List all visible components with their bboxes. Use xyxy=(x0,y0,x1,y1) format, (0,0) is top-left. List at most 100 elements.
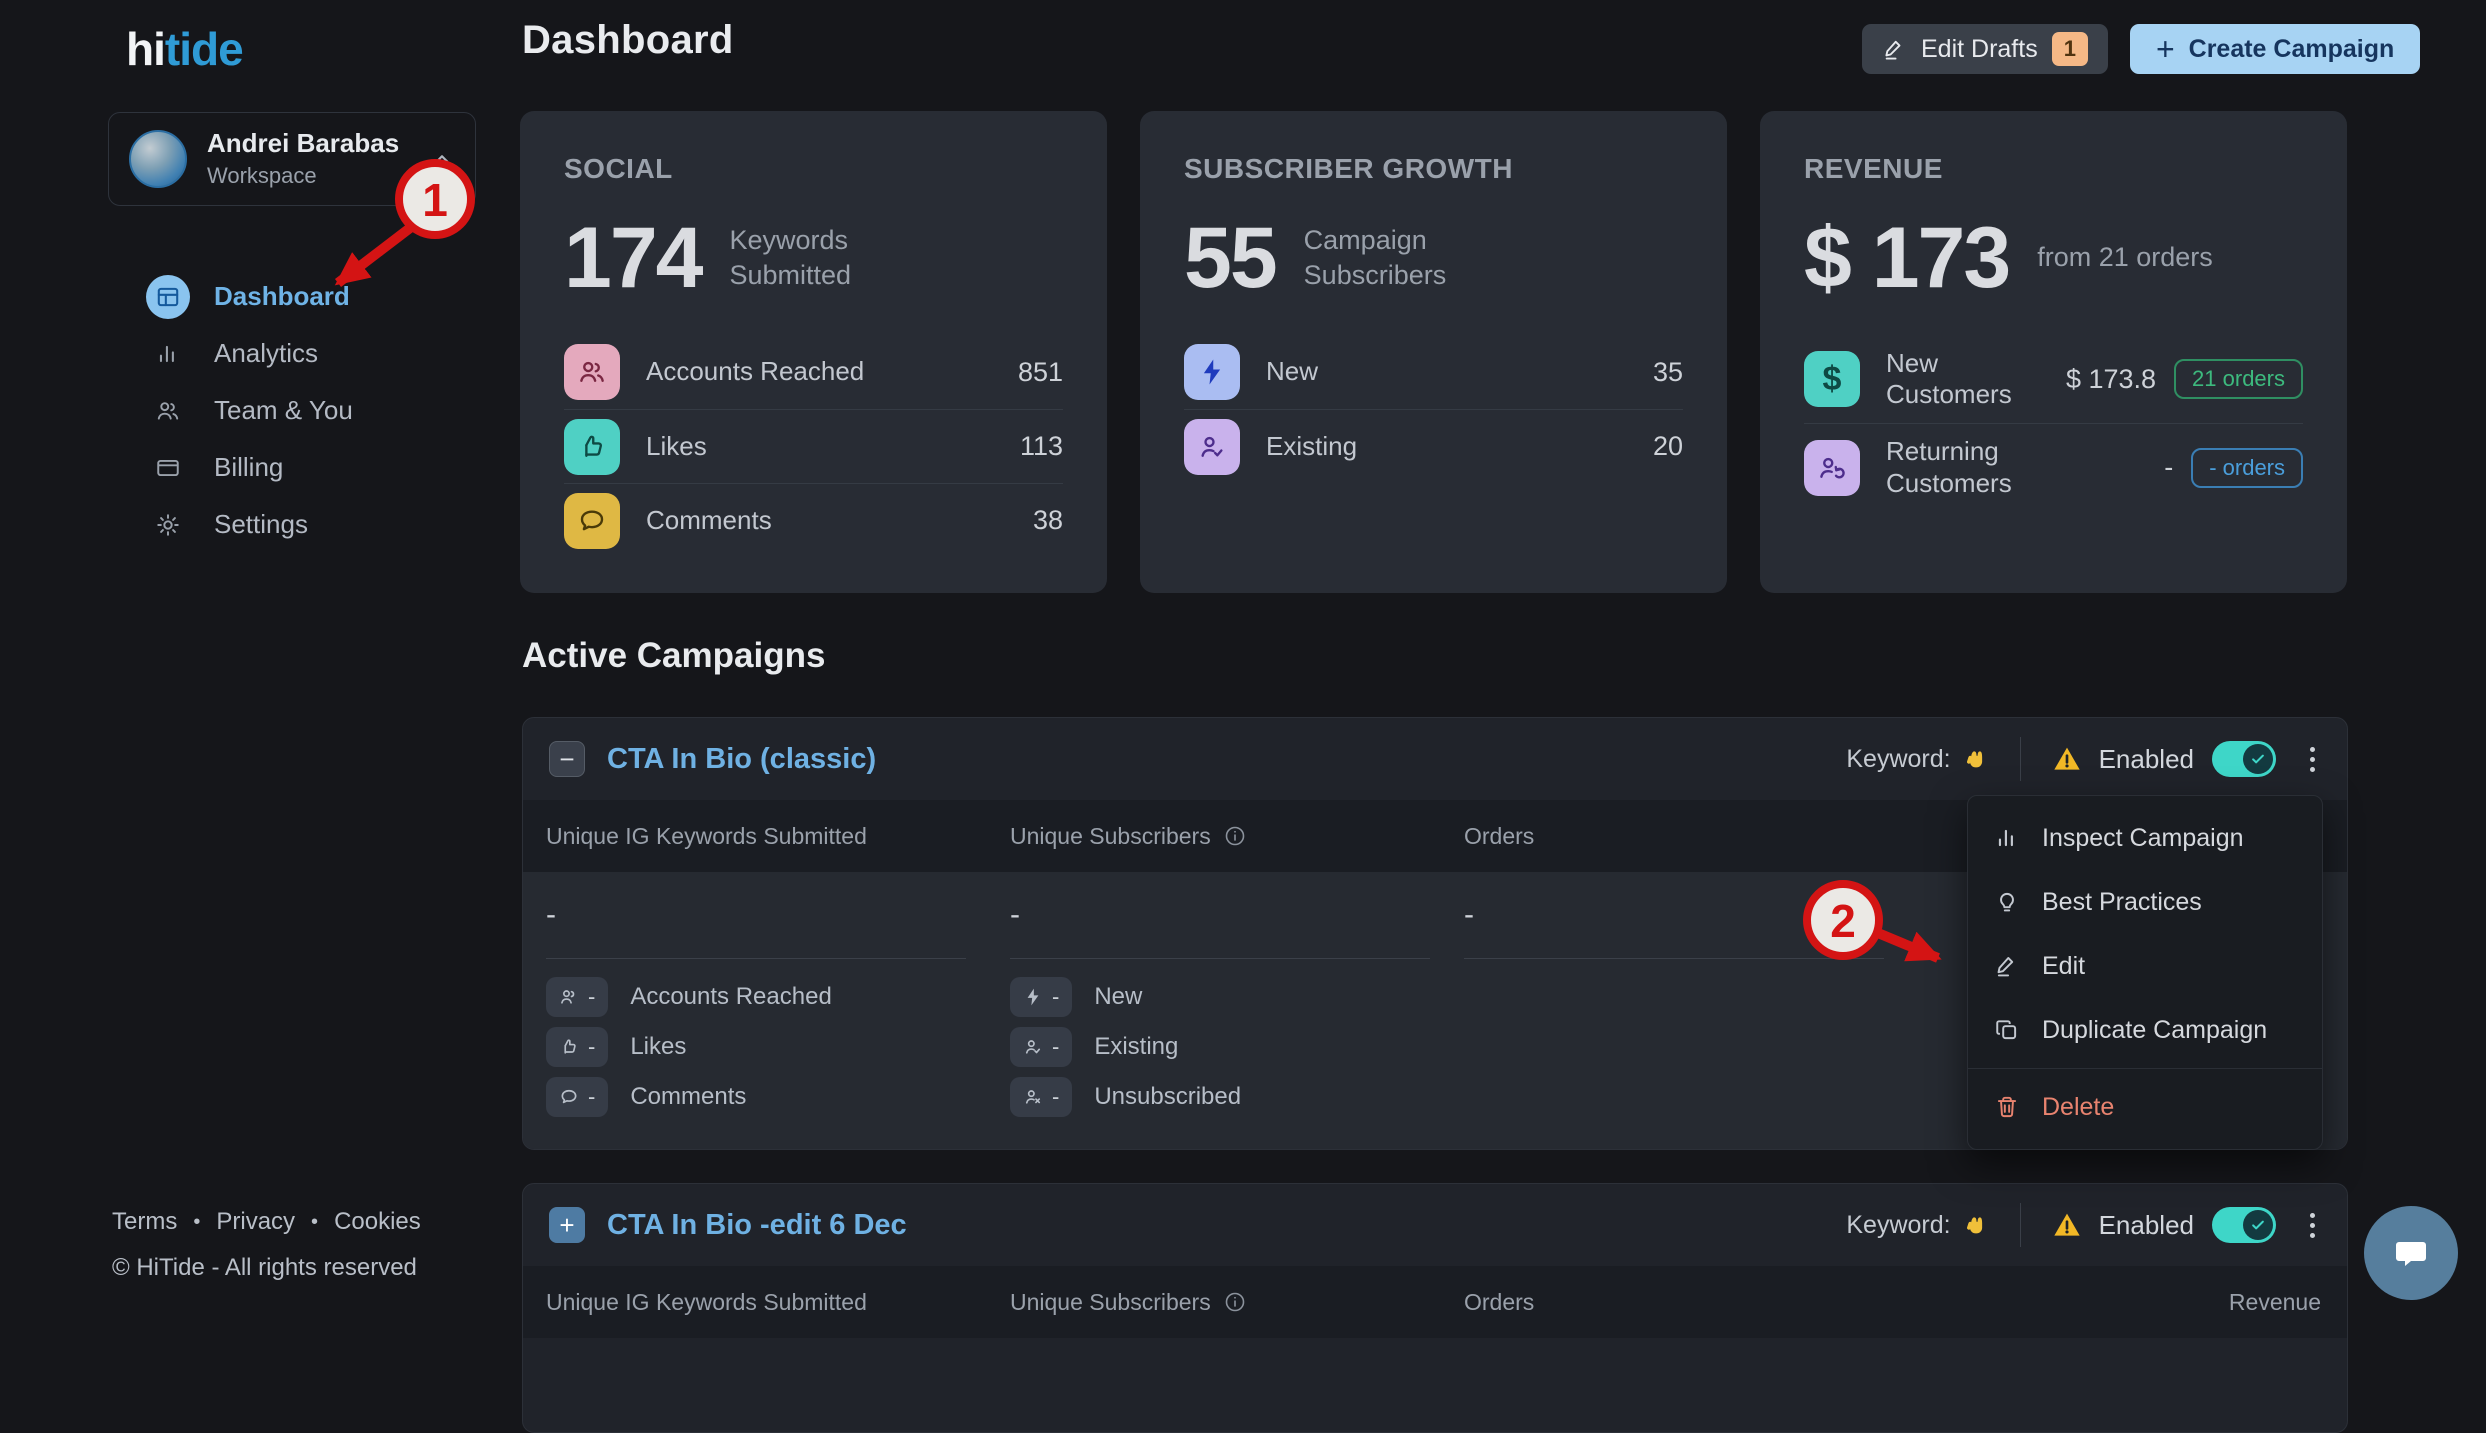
card-title: SUBSCRIBER GROWTH xyxy=(1184,153,1513,184)
edit-drafts-button[interactable]: Edit Drafts 1 xyxy=(1862,24,2108,74)
sidebar-item-label: Billing xyxy=(214,452,284,482)
footer-link-cookies[interactable]: Cookies xyxy=(334,1208,421,1235)
divider xyxy=(2019,737,2021,781)
chevron-up-icon xyxy=(429,146,455,172)
dollar-icon: $ xyxy=(1804,351,1860,407)
lightning-icon xyxy=(1184,344,1240,400)
sidebar-nav: Dashboard Analytics Team & You Billing S… xyxy=(146,268,476,553)
stat-value: 851 xyxy=(1017,356,1063,387)
stat-row-comments: Comments 38 xyxy=(564,483,1063,557)
person-check-icon xyxy=(1184,418,1240,475)
comment-icon xyxy=(559,1087,579,1107)
thumbs-up-icon xyxy=(559,1037,579,1057)
stat-row-accounts-reached: Accounts Reached 851 xyxy=(564,335,1063,409)
stat-row-likes: Likes 113 xyxy=(564,409,1063,483)
trash-icon xyxy=(1994,1094,2020,1120)
stat-label: Likes xyxy=(646,430,707,461)
workspace-switcher[interactable]: Andrei Barabas Workspace xyxy=(108,112,476,206)
stat-row-new-customers: $ New Customers $ 173.8 21 orders xyxy=(1804,335,2303,423)
sidebar-item-analytics[interactable]: Analytics xyxy=(146,325,476,382)
collapse-button[interactable]: − xyxy=(549,741,585,777)
enabled-label: Enabled xyxy=(2098,743,2194,774)
menu-item-delete[interactable]: Delete xyxy=(1968,1075,2322,1139)
chat-bubble-icon xyxy=(2387,1229,2435,1277)
people-icon xyxy=(559,987,579,1007)
campaign-menu-button[interactable] xyxy=(2304,1207,2321,1244)
wave-hand-icon xyxy=(1963,746,1990,773)
header-actions: Edit Drafts 1 + Create Campaign xyxy=(1862,24,2421,74)
stat-label: Comments xyxy=(646,504,772,535)
drafts-count-badge: 1 xyxy=(2051,32,2088,66)
keyword-label: Keyword: xyxy=(1846,744,1951,773)
expand-button[interactable]: + xyxy=(549,1207,585,1243)
campaign-title[interactable]: CTA In Bio -edit 6 Dec xyxy=(607,1208,907,1241)
info-icon[interactable] xyxy=(1223,824,1247,848)
toggle-check-icon xyxy=(2243,744,2273,774)
sidebar-item-dashboard[interactable]: Dashboard xyxy=(146,268,476,325)
app-logo[interactable]: hitide xyxy=(126,22,244,76)
social-total: 174 xyxy=(564,210,703,306)
sidebar-item-label: Team & You xyxy=(214,395,353,425)
lightning-icon xyxy=(1023,987,1043,1007)
sub-row-unsubscribed: - Unsubscribed xyxy=(1010,1077,1430,1117)
people-icon xyxy=(564,344,620,400)
sidebar-item-team[interactable]: Team & You xyxy=(146,382,476,439)
campaign-title[interactable]: CTA In Bio (classic) xyxy=(607,742,877,775)
subscriber-growth-card: SUBSCRIBER GROWTH 55 Campaign Subscriber… xyxy=(1140,111,1727,593)
stat-value: 38 xyxy=(1032,505,1063,535)
sidebar-item-label: Dashboard xyxy=(214,281,350,311)
menu-divider xyxy=(1968,1068,2322,1069)
sidebar-item-billing[interactable]: Billing xyxy=(146,439,476,496)
column-header-subscribers: Unique Subscribers xyxy=(1010,822,1211,849)
team-icon xyxy=(146,389,190,433)
column-header-keywords: Unique IG Keywords Submitted xyxy=(546,822,867,849)
stat-row-existing: Existing 20 xyxy=(1184,409,1683,483)
comment-icon xyxy=(564,492,620,549)
footer-separator: • xyxy=(311,1210,319,1233)
sidebar-item-label: Settings xyxy=(214,509,308,539)
stats-row: SOCIAL 174 Keywords Submitted Accounts R… xyxy=(520,111,2347,593)
avatar xyxy=(129,130,187,188)
sub-row-likes: - Likes xyxy=(546,1027,966,1067)
lightbulb-icon xyxy=(1994,889,2020,915)
enabled-toggle[interactable] xyxy=(2212,1207,2276,1243)
divider xyxy=(2019,1203,2021,1247)
campaign-context-menu: Inspect Campaign Best Practices Edit Dup… xyxy=(1967,795,2323,1150)
menu-item-best-practices[interactable]: Best Practices xyxy=(1968,870,2322,934)
stat-label: New xyxy=(1266,356,1319,387)
pencil-icon xyxy=(1994,953,2020,979)
sub-row-comments: - Comments xyxy=(546,1077,966,1117)
revenue-card: REVENUE $ 173 from 21 orders $ New Custo… xyxy=(1760,111,2347,593)
card-title: SOCIAL xyxy=(564,153,673,184)
subscribers-total: 55 xyxy=(1184,210,1278,306)
workspace-label: Workspace xyxy=(207,162,317,188)
footer-link-terms[interactable]: Terms xyxy=(112,1208,178,1235)
campaign-card-cta-in-bio-edit: + CTA In Bio -edit 6 Dec Keyword: Enable… xyxy=(522,1183,2348,1433)
sidebar-item-settings[interactable]: Settings xyxy=(146,496,476,553)
keyword-label: Keyword: xyxy=(1846,1210,1951,1239)
active-campaigns-title: Active Campaigns xyxy=(522,636,826,675)
person-x-icon xyxy=(1023,1087,1043,1107)
column-header-revenue: Revenue xyxy=(2228,1288,2321,1315)
menu-item-edit[interactable]: Edit xyxy=(1968,934,2322,998)
campaign-menu-button[interactable] xyxy=(2304,741,2321,778)
stat-value: $ 173.8 xyxy=(2065,363,2157,394)
workspace-user-name: Andrei Barabas xyxy=(207,128,400,159)
bar-chart-icon xyxy=(1994,825,2020,851)
billing-icon xyxy=(146,446,190,490)
logo-part-hi: hi xyxy=(126,23,166,75)
dashboard-icon xyxy=(146,274,190,319)
stat-label: Existing xyxy=(1266,430,1358,461)
footer-separator: • xyxy=(193,1210,201,1233)
chat-widget-button[interactable] xyxy=(2364,1206,2458,1300)
stat-label: New Customers xyxy=(1886,347,2012,409)
footer-link-privacy[interactable]: Privacy xyxy=(216,1208,296,1235)
wave-hand-icon xyxy=(1963,1212,1990,1239)
create-campaign-button[interactable]: + Create Campaign xyxy=(2129,24,2421,74)
info-icon[interactable] xyxy=(1223,1290,1247,1314)
enabled-toggle[interactable] xyxy=(2212,741,2276,777)
person-check-icon xyxy=(1023,1037,1043,1057)
menu-item-duplicate-campaign[interactable]: Duplicate Campaign xyxy=(1968,998,2322,1062)
menu-item-inspect-campaign[interactable]: Inspect Campaign xyxy=(1968,806,2322,870)
thumbs-up-icon xyxy=(564,418,620,475)
